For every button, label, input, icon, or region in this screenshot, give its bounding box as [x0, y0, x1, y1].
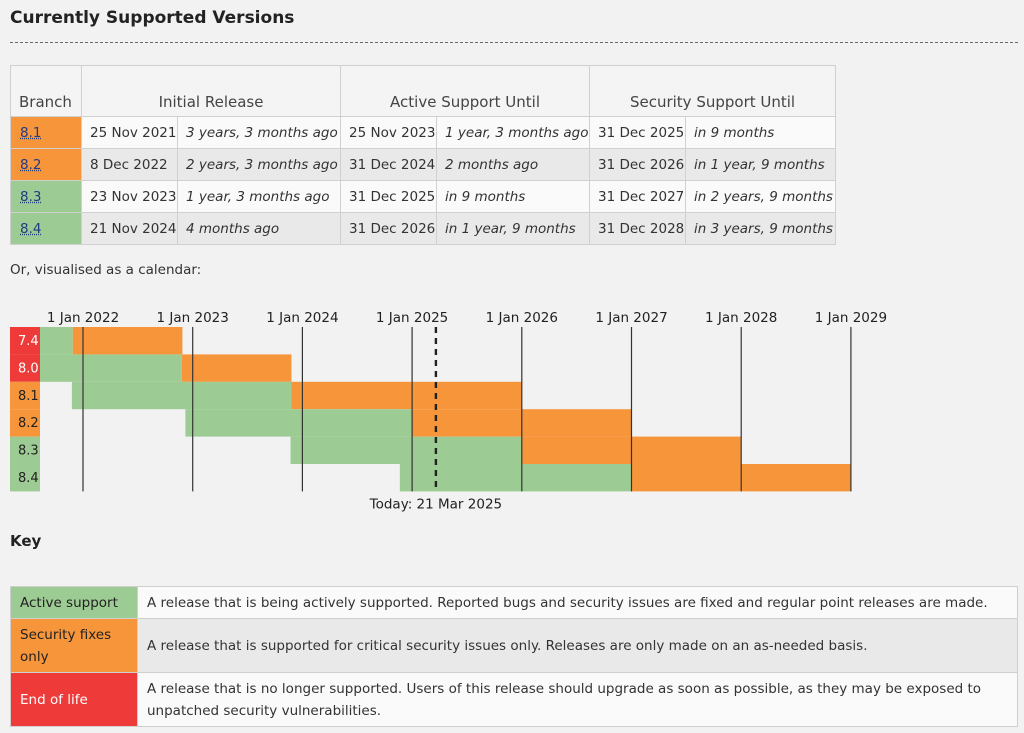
- security-date: 31 Dec 2028: [589, 212, 687, 245]
- branch-link-8-1[interactable]: 8.1: [20, 124, 42, 141]
- active-support-bar-7-4: [40, 327, 73, 355]
- key-row-eol: End of life A release that is no longer …: [10, 672, 1018, 727]
- security-support-bar-8-1: [291, 381, 522, 410]
- initial-date: 23 Nov 2023: [81, 180, 178, 213]
- branch-label-bg-8-3: [10, 436, 40, 464]
- calendar-caption: Or, visualised as a calendar:: [10, 262, 202, 278]
- initial-date: 8 Dec 2022: [81, 148, 178, 181]
- table-row: 8.2 8 Dec 2022 2 years, 3 months ago 31 …: [10, 148, 837, 181]
- branch-label-bg-8-1: [10, 381, 40, 410]
- security-support-bar-8-0: [181, 354, 292, 382]
- branch-label-bg-8-4: [10, 464, 40, 492]
- initial-relative: 3 years, 3 months ago: [176, 116, 342, 149]
- active-date: 25 Nov 2023: [340, 116, 438, 149]
- versions-header-row: Branch Initial Release Active Support Un…: [10, 65, 837, 117]
- security-date: 31 Dec 2027: [589, 180, 687, 213]
- key-label-active: Active support: [10, 586, 138, 619]
- table-row: 8.3 23 Nov 2023 1 year, 3 months ago 31 …: [10, 180, 837, 213]
- branch-cell: 8.4: [10, 212, 82, 245]
- active-support-bar-8-1: [71, 381, 292, 410]
- active-support-bar-8-2: [185, 409, 412, 437]
- branch-label-bg-8-0: [10, 354, 40, 382]
- today-label: Today: 21 Mar 2025: [369, 496, 503, 512]
- year-label: 1 Jan 2023: [157, 310, 229, 326]
- support-calendar: 1 Jan 2022 1 Jan 2023 1 Jan 2024 1 Jan 2025…: [10, 310, 887, 512]
- page-title: Currently Supported Versions: [10, 8, 295, 28]
- header-initial-release: Initial Release: [80, 65, 342, 117]
- year-label: 1 Jan 2028: [705, 310, 777, 326]
- active-relative: in 1 year, 9 months: [436, 212, 591, 245]
- table-row: 8.4 21 Nov 2024 4 months ago 31 Dec 2026…: [10, 212, 837, 245]
- security-support-bar-7-4: [72, 327, 183, 355]
- branch-cell: 8.1: [10, 116, 82, 149]
- branch-label: 8.0: [18, 361, 39, 376]
- branch-cell: 8.2: [10, 148, 82, 181]
- branch-cell: 8.3: [10, 180, 82, 213]
- branch-label: 7.4: [18, 334, 39, 349]
- key-row-active: Active support A release that is being a…: [10, 586, 1018, 619]
- initial-relative: 2 years, 3 months ago: [176, 148, 342, 181]
- key-heading: Key: [10, 532, 42, 550]
- initial-relative: 1 year, 3 months ago: [176, 180, 342, 213]
- year-label: 1 Jan 2029: [815, 310, 887, 326]
- branch-link-8-4[interactable]: 8.4: [20, 220, 42, 237]
- active-relative: 2 months ago: [436, 148, 591, 181]
- active-support-bar-8-0: [40, 354, 182, 382]
- header-active-support: Active Support Until: [340, 65, 591, 117]
- header-branch: Branch: [10, 65, 82, 117]
- year-label: 1 Jan 2026: [486, 310, 558, 326]
- year-label: 1 Jan 2027: [595, 310, 667, 326]
- year-label: 1 Jan 2024: [266, 310, 338, 326]
- initial-date: 21 Nov 2024: [81, 212, 178, 245]
- branch-label-bg-7-4: [10, 327, 40, 355]
- key-label-eol: End of life: [10, 672, 138, 727]
- branch-label: 8.1: [18, 389, 39, 404]
- branch-label: 8.4: [18, 471, 39, 486]
- year-label: 1 Jan 2025: [376, 310, 448, 326]
- security-date: 31 Dec 2025: [589, 116, 687, 149]
- security-relative: in 2 years, 9 months: [685, 180, 837, 213]
- initial-relative: 4 months ago: [176, 212, 342, 245]
- key-desc-active: A release that is being actively support…: [137, 586, 1018, 619]
- key-table: Active support A release that is being a…: [10, 586, 1018, 727]
- security-date: 31 Dec 2026: [589, 148, 687, 181]
- versions-table: Branch Initial Release Active Support Un…: [10, 65, 837, 245]
- branch-label: 8.3: [18, 444, 39, 459]
- active-date: 31 Dec 2024: [340, 148, 438, 181]
- active-relative: in 9 months: [436, 180, 591, 213]
- key-desc-security: A release that is supported for critical…: [137, 618, 1018, 673]
- active-date: 31 Dec 2025: [340, 180, 438, 213]
- branch-label-bg-8-2: [10, 409, 40, 437]
- security-relative: in 3 years, 9 months: [685, 212, 837, 245]
- active-support-bar-8-4: [399, 464, 632, 492]
- initial-date: 25 Nov 2021: [81, 116, 178, 149]
- key-row-security: Security fixes only A release that is su…: [10, 618, 1018, 673]
- heading-divider: [10, 42, 1018, 43]
- active-relative: 1 year, 3 months ago: [436, 116, 591, 149]
- active-support-bar-8-3: [290, 436, 522, 464]
- key-desc-eol: A release that is no longer supported. U…: [137, 672, 1018, 727]
- branch-link-8-3[interactable]: 8.3: [20, 188, 42, 205]
- branch-link-8-2[interactable]: 8.2: [20, 156, 42, 173]
- security-relative: in 1 year, 9 months: [685, 148, 837, 181]
- table-row: 8.1 25 Nov 2021 3 years, 3 months ago 25…: [10, 116, 837, 149]
- key-label-security: Security fixes only: [10, 618, 138, 673]
- year-label: 1 Jan 2022: [47, 310, 119, 326]
- header-security-support: Security Support Until: [589, 65, 837, 117]
- active-date: 31 Dec 2026: [340, 212, 438, 245]
- security-relative: in 9 months: [685, 116, 837, 149]
- branch-label: 8.2: [18, 416, 39, 431]
